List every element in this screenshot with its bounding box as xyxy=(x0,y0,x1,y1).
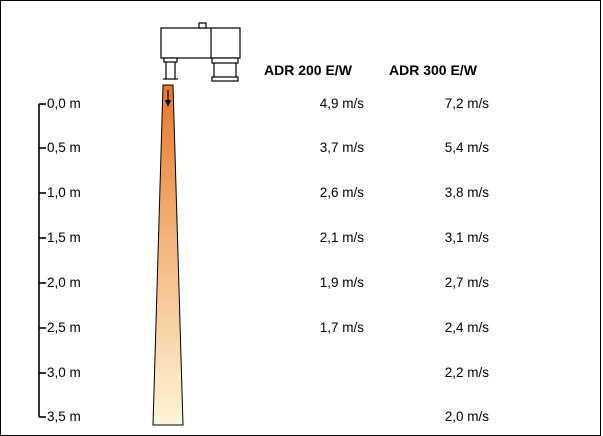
distance-label: 1,0 m xyxy=(47,185,81,200)
adr300-speed: 3,8 m/s xyxy=(444,185,489,200)
adr200-speed: 1,9 m/s xyxy=(319,275,364,290)
adr200-speed: 3,7 m/s xyxy=(319,140,364,155)
distance-label: 2,0 m xyxy=(47,275,81,290)
distance-label: 3,5 m xyxy=(47,409,81,424)
distance-label: 3,0 m xyxy=(47,365,81,380)
air-curtain-unit-icon xyxy=(160,22,241,82)
adr300-speed: 7,2 m/s xyxy=(444,96,489,111)
distance-label: 1,5 m xyxy=(47,230,81,245)
air-jet-cone xyxy=(152,84,184,426)
distance-label: 0,5 m xyxy=(47,140,81,155)
distance-scale xyxy=(38,103,46,418)
arrow-down-icon xyxy=(165,90,171,107)
adr200-speed: 4,9 m/s xyxy=(319,96,364,111)
adr300-speed: 2,4 m/s xyxy=(444,320,489,335)
adr300-speed: 2,0 m/s xyxy=(444,409,489,424)
header-adr200: ADR 200 E/W xyxy=(264,62,352,78)
adr200-speed: 1,7 m/s xyxy=(319,320,364,335)
adr200-speed: 2,1 m/s xyxy=(319,230,364,245)
adr300-speed: 3,1 m/s xyxy=(444,230,489,245)
adr300-speed: 5,4 m/s xyxy=(444,140,489,155)
adr200-speed: 2,6 m/s xyxy=(319,185,364,200)
header-adr300: ADR 300 E/W xyxy=(389,62,477,78)
adr300-speed: 2,7 m/s xyxy=(444,275,489,290)
distance-label: 2,5 m xyxy=(47,320,81,335)
adr300-speed: 2,2 m/s xyxy=(444,365,489,380)
distance-label: 0,0 m xyxy=(47,96,81,111)
